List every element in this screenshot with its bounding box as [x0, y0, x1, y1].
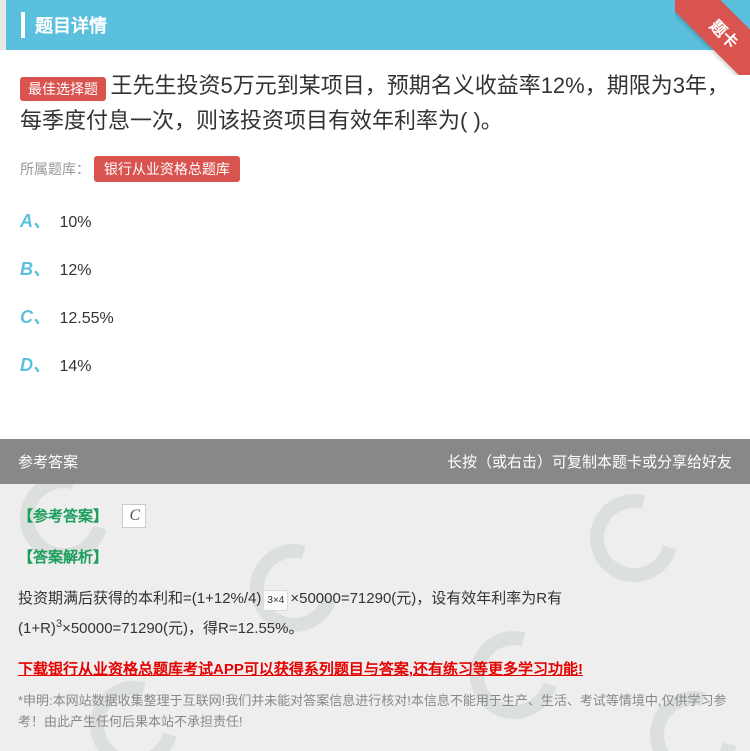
option-key: D、	[20, 351, 55, 377]
analysis-label: 【答案解析】	[18, 546, 108, 567]
download-app-link[interactable]: 下载银行从业资格总题库考试APP可以获得系列题目与答案,还有练习等更多学习功能!	[18, 658, 732, 679]
analysis-label-row: 【答案解析】	[18, 546, 732, 567]
reference-answer-value: C	[122, 504, 146, 528]
option-key: A、	[20, 207, 55, 233]
analysis-part: 投资期满后获得的本利和=(1+12%/4)	[18, 590, 261, 607]
bank-badge[interactable]: 银行从业资格总题库	[94, 156, 240, 182]
option-c[interactable]: C、 12.55%	[20, 303, 730, 329]
option-text: 14%	[59, 358, 91, 375]
content-area: 最佳选择题 王先生投资5万元到某项目，预期名义收益率12%，期限为3年，每季度付…	[0, 50, 750, 424]
options-list: A、 10% B、 12% C、 12.55% D、 14%	[20, 207, 730, 377]
question-container: 题目详情 题卡 最佳选择题 王先生投资5万元到某项目，预期名义收益率12%，期限…	[0, 0, 750, 751]
analysis-text: 投资期满后获得的本利和=(1+12%/4)3×4 ×50000=71290(元)，…	[18, 585, 732, 643]
option-b[interactable]: B、 12%	[20, 255, 730, 281]
answer-header-left: 参考答案	[18, 451, 78, 472]
question-text: 王先生投资5万元到某项目，预期名义收益率12%，期限为3年，每季度付息一次，则该…	[20, 73, 729, 133]
question-row: 最佳选择题 王先生投资5万元到某项目，预期名义收益率12%，期限为3年，每季度付…	[20, 68, 730, 138]
reference-answer-row: 【参考答案】 C	[18, 504, 732, 528]
bank-label: 所属题库：	[20, 161, 90, 177]
page-header: 题目详情 题卡	[0, 0, 750, 50]
option-text: 10%	[59, 214, 91, 231]
option-text: 12.55%	[59, 310, 113, 327]
answer-header-right: 长按（或右击）可复制本题卡或分享给好友	[447, 451, 732, 472]
answer-header: 参考答案 长按（或右击）可复制本题卡或分享给好友	[0, 439, 750, 484]
page-title: 题目详情	[21, 12, 735, 38]
disclaimer-text: *申明:本网站数据收集整理于互联网!我们并未能对答案信息进行核对!本信息不能用于…	[18, 691, 732, 733]
exponent-box: 3×4	[263, 590, 288, 611]
bank-row: 所属题库： 银行从业资格总题库	[20, 156, 730, 182]
option-d[interactable]: D、 14%	[20, 351, 730, 377]
best-choice-badge: 最佳选择题	[20, 77, 106, 101]
option-text: 12%	[59, 262, 91, 279]
card-ribbon: 题卡	[675, 0, 750, 75]
ribbon-label: 题卡	[675, 0, 750, 75]
answer-block: 参考答案 长按（或右击）可复制本题卡或分享给好友 【参考答案】 C 【答案解析】…	[0, 439, 750, 751]
option-key: C、	[20, 303, 55, 329]
analysis-part: ×50000=71290(元)，得R=12.55%。	[62, 620, 303, 637]
option-key: B、	[20, 255, 55, 281]
reference-answer-label: 【参考答案】	[18, 505, 108, 526]
option-a[interactable]: A、 10%	[20, 207, 730, 233]
